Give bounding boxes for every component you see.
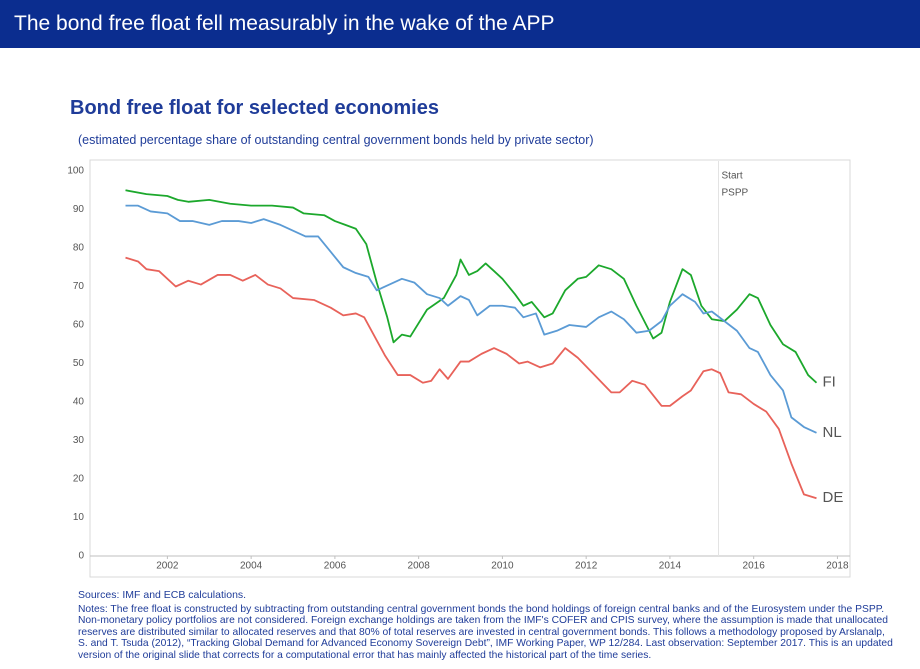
- y-tick-label: 60: [73, 320, 85, 331]
- x-tick-label: 2018: [826, 561, 849, 572]
- x-tick-label: 2006: [324, 561, 347, 572]
- series-line: [125, 256, 817, 500]
- y-tick-label: 90: [73, 204, 85, 215]
- y-tick-label: 70: [73, 281, 85, 292]
- y-tick-label: 80: [73, 243, 85, 254]
- header-bar: The bond free float fell measurably in t…: [0, 0, 920, 48]
- y-tick-label: 50: [73, 358, 85, 369]
- annotation-text: PSPP: [722, 188, 749, 199]
- x-tick-label: 2012: [575, 561, 598, 572]
- y-tick-label: 30: [73, 435, 85, 446]
- chart-title: Bond free float for selected economies: [70, 97, 439, 119]
- x-tick-label: 2010: [491, 561, 514, 572]
- annotation-text: Start: [722, 171, 743, 182]
- y-tick-label: 0: [78, 551, 84, 562]
- series-label: NL: [822, 424, 841, 441]
- y-tick-label: 10: [73, 512, 85, 523]
- x-tick-label: 2002: [156, 561, 179, 572]
- y-tick-label: 40: [73, 397, 85, 408]
- series-label: DE: [822, 489, 843, 506]
- plot-frame: [89, 159, 851, 578]
- header-title: The bond free float fell measurably in t…: [14, 12, 555, 35]
- y-tick-label: 20: [73, 474, 85, 485]
- y-tick-label: 100: [67, 166, 84, 177]
- sources: Sources: IMF and ECB calculations.: [78, 589, 247, 601]
- x-tick-label: 2004: [240, 561, 263, 572]
- x-tick-label: 2016: [743, 561, 766, 572]
- series-label: FI: [822, 374, 835, 391]
- chart-subtitle: (estimated percentage share of outstandi…: [78, 133, 594, 147]
- notes: Notes: The free float is constructed by …: [78, 604, 893, 661]
- series-line: [125, 204, 817, 434]
- x-tick-label: 2014: [659, 561, 682, 572]
- x-tick-label: 2008: [408, 561, 431, 572]
